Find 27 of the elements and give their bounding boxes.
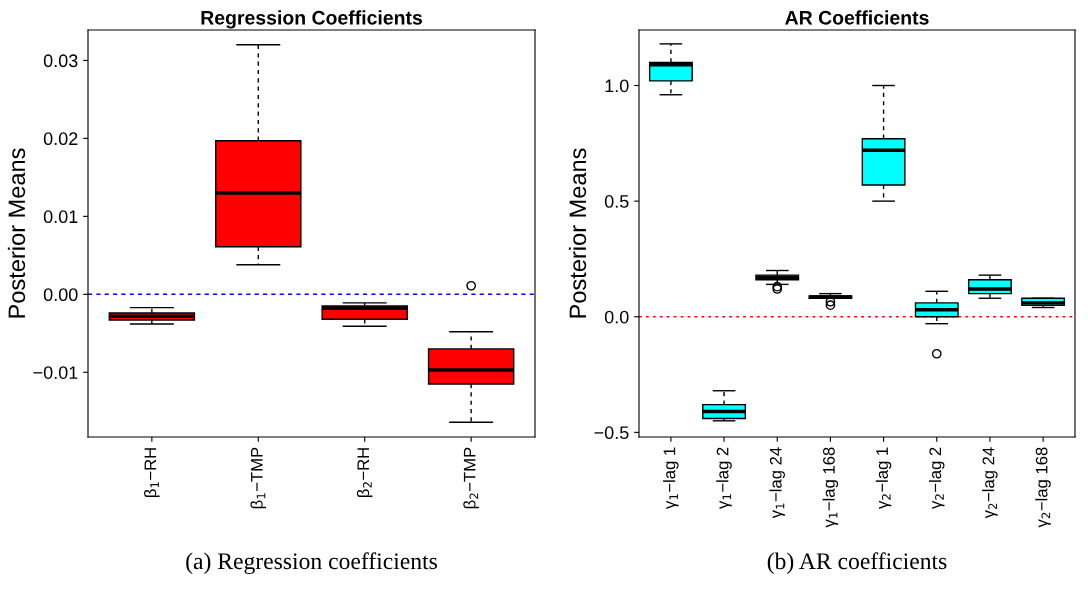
y-axis-title: Posterior Means [7,148,26,318]
chart-title: AR Coefficients [785,10,929,25]
y-tick-label: 1.0 [605,79,629,93]
x-tick-label: γ$_{2}$−lag 1 [875,447,892,509]
y-tick-label: 0.0 [604,310,629,324]
x-tick-label: β$_{1}$−RH [144,448,160,498]
x-tick-label: γ$_{2}$−lag 2 [928,447,945,509]
text: (a) Regression coefficients [186,552,437,575]
x-tick-label: γ$_{1}$−lag 24 [769,447,785,519]
y-tick-label: 0.01 [43,210,78,224]
x-tick-label: γ$_{1}$−lag 168 [822,447,839,528]
x-tick-label: β$_{1}$−TMP [250,447,266,509]
x-tick-label: γ$_{2}$−lag 168 [1035,447,1051,528]
x-tick-label: β$_{2}$−TMP [463,447,479,509]
x-tick-label: γ$_{1}$−lag 1 [663,447,679,509]
y-axis-title: Posterior Means [568,148,587,318]
y-tick-label: 0.00 [43,288,78,302]
x-tick-label: γ$_{2}$−lag 24 [982,447,998,519]
y-tick-label: 0.03 [43,54,78,68]
y-tick-label: −0.5 [594,426,629,440]
y-tick-label: 0.5 [604,195,629,208]
y-tick-label: 0.02 [43,132,78,146]
chart-title: Regression Coefficients [201,10,422,29]
text: (b) AR coefficients [767,552,947,574]
x-tick-label: β$_{2}$−RH [356,448,373,498]
x-tick-label: γ$_{1}$−lag 2 [716,447,732,509]
y-tick-label: −0.01 [33,366,78,380]
